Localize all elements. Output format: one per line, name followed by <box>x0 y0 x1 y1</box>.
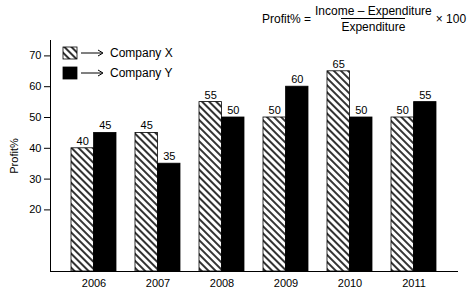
svg-text:40: 40 <box>29 142 41 154</box>
svg-text:50: 50 <box>227 104 239 116</box>
svg-text:70: 70 <box>29 49 41 61</box>
svg-text:2007: 2007 <box>146 277 170 289</box>
html-text:Expenditure: Expenditure <box>341 20 406 34</box>
svg-text:2011: 2011 <box>402 277 426 289</box>
svg-text:2010: 2010 <box>338 277 362 289</box>
svg-text:55: 55 <box>205 89 217 101</box>
svg-text:50: 50 <box>29 111 41 123</box>
svg-text:Profit%: Profit% <box>8 138 20 174</box>
html-text:Income – Expenditure: Income – Expenditure <box>315 4 432 18</box>
svg-text:50: 50 <box>397 104 409 116</box>
svg-text:55: 55 <box>419 89 431 101</box>
svg-text:20: 20 <box>29 203 41 215</box>
html-text:Profit% =: Profit% = <box>262 12 311 26</box>
svg-text:40: 40 <box>77 135 89 147</box>
svg-text:2008: 2008 <box>210 277 234 289</box>
html-text:Company Y: Company Y <box>110 66 173 80</box>
svg-text:65: 65 <box>333 58 345 70</box>
svg-text:30: 30 <box>29 173 41 185</box>
html-text:× 100: × 100 <box>435 12 467 26</box>
svg-text:35: 35 <box>163 150 175 162</box>
svg-text:2006: 2006 <box>82 277 106 289</box>
svg-text:50: 50 <box>269 104 281 116</box>
svg-text:60: 60 <box>291 73 303 85</box>
svg-text:60: 60 <box>29 80 41 92</box>
html-text:Company X: Company X <box>110 46 173 60</box>
svg-text:50: 50 <box>355 104 367 116</box>
svg-text:2009: 2009 <box>274 277 298 289</box>
svg-text:45: 45 <box>99 119 111 131</box>
svg-text:45: 45 <box>141 119 153 131</box>
